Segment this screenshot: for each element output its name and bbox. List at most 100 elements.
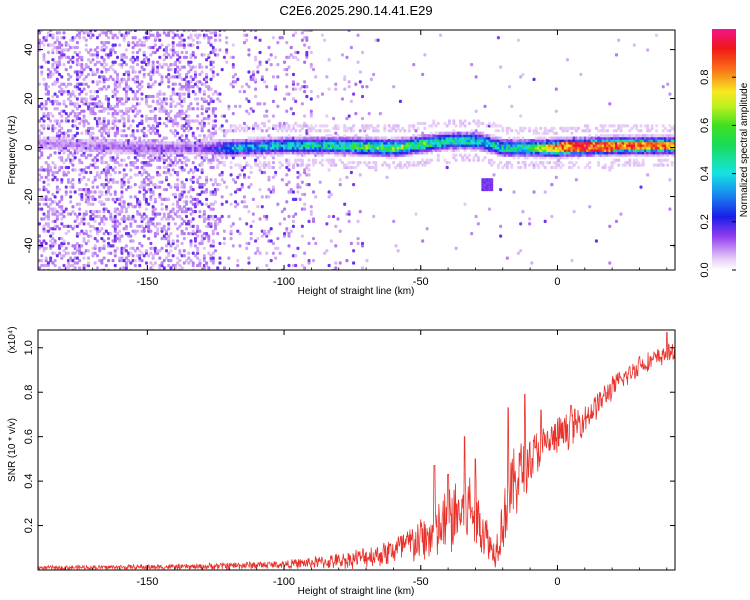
spectrogram-cell-222 bbox=[51, 124, 55, 128]
spectrogram-cell-3713 bbox=[314, 161, 318, 165]
spectrogram-cell-1627 bbox=[138, 48, 142, 52]
spectrogram-cell-376 bbox=[60, 92, 64, 96]
spectrogram-cell-4881 bbox=[528, 217, 532, 221]
spectrogram-cell-2537 bbox=[196, 224, 200, 228]
spectrogram-cell-3198 bbox=[256, 163, 260, 167]
spectrogram-cell-2506 bbox=[193, 205, 197, 209]
spectrogram-cell-4234 bbox=[401, 165, 405, 170]
spectrogram-cell-911 bbox=[95, 185, 99, 189]
spectrogram-cell-416 bbox=[62, 36, 66, 40]
spectrogram-cell-45 bbox=[40, 165, 44, 170]
spectrogram-cell-1042 bbox=[102, 109, 106, 113]
spectrogram-cell-3188 bbox=[254, 77, 258, 82]
spectrogram-cell-1163 bbox=[111, 258, 115, 263]
spectrogram-cell-3169 bbox=[251, 70, 255, 74]
spectrogram-cell-2350 bbox=[182, 112, 186, 116]
spectrogram-cell-2996 bbox=[231, 85, 235, 89]
spectrogram-cell-1742 bbox=[147, 224, 151, 228]
spectrogram-cell-2274 bbox=[178, 75, 182, 79]
spectrogram-cell-4449 bbox=[445, 165, 449, 170]
spectrogram-cell-3848 bbox=[334, 87, 338, 91]
spectrogram-cell-803 bbox=[89, 214, 93, 219]
spectrogram-cell-3694 bbox=[312, 258, 316, 263]
spectrogram-cell-1115 bbox=[107, 134, 111, 138]
spectrogram-cell-231 bbox=[51, 58, 55, 62]
spectrogram-cell-3481 bbox=[287, 92, 291, 96]
spectrogram-cell-395 bbox=[62, 210, 66, 214]
spectrogram-cell-1553 bbox=[133, 104, 137, 108]
spectrogram-cell-1550 bbox=[133, 136, 137, 140]
spectrogram-cell-1260 bbox=[115, 153, 119, 157]
spectrogram-cell-1158 bbox=[109, 53, 113, 57]
spectrogram-cell-4296 bbox=[412, 134, 416, 138]
spectrogram-cell-356 bbox=[60, 207, 64, 211]
spectrogram-cell-2313 bbox=[180, 109, 184, 113]
spectrogram-cell-1575 bbox=[136, 158, 140, 162]
spectrogram-cell-4600 bbox=[476, 158, 480, 162]
spectrogram-cell-3128 bbox=[247, 99, 251, 104]
spectrogram-cell-122 bbox=[44, 87, 48, 91]
spectrogram-cell-136 bbox=[46, 212, 50, 216]
spectrogram-cell-687 bbox=[80, 55, 84, 59]
spectrogram-cell-459 bbox=[66, 170, 70, 175]
spectrogram-cell-442 bbox=[64, 85, 68, 89]
spectrogram-cell-3685 bbox=[309, 114, 313, 118]
spectrogram-cell-2891 bbox=[220, 214, 224, 219]
spectrogram-cell-1779 bbox=[149, 241, 153, 246]
spectrogram-cell-1078 bbox=[104, 124, 108, 128]
spectrogram-cell-3003 bbox=[234, 205, 238, 209]
spectrogram-cell-2053 bbox=[164, 55, 168, 59]
spectrogram-cell-3235 bbox=[260, 195, 264, 199]
spectrogram-cell-3790 bbox=[327, 190, 331, 194]
spectrogram-cell-1211 bbox=[113, 214, 117, 219]
spectrogram-cell-2299 bbox=[180, 165, 184, 170]
spectrogram-cell-1848 bbox=[151, 67, 155, 72]
spectrogram-cell-362 bbox=[60, 165, 64, 170]
spectrogram-cell-60 bbox=[40, 41, 44, 45]
spectrogram-cell-3956 bbox=[352, 183, 356, 187]
spectrogram-cell-2478 bbox=[191, 180, 195, 184]
spectrogram-cell-837 bbox=[91, 224, 95, 228]
spectrogram-cell-3920 bbox=[347, 219, 351, 224]
spectrogram-cell-2782 bbox=[211, 202, 215, 206]
spectrogram-cell-3380 bbox=[276, 129, 280, 133]
spectrogram-cell-1082 bbox=[104, 87, 108, 91]
spectrogram-cell-716 bbox=[82, 109, 86, 113]
spectrogram-cell-4891 bbox=[528, 126, 532, 130]
spectrogram-cell-485 bbox=[69, 256, 73, 260]
spectrogram-cell-2524 bbox=[193, 70, 197, 74]
spectrogram-cell-2437 bbox=[189, 219, 193, 224]
spectrogram-cell-2086 bbox=[167, 85, 171, 89]
spectrogram-cell-317 bbox=[58, 200, 62, 204]
spectrogram-cell-3053 bbox=[238, 104, 242, 108]
spectrogram-cell-1711 bbox=[144, 200, 148, 204]
spectrogram-cell-3582 bbox=[300, 224, 304, 228]
spectrogram-cell-1858 bbox=[153, 246, 157, 250]
spectrogram-cell-2118 bbox=[169, 109, 173, 113]
spectrogram-cell-584 bbox=[75, 214, 79, 219]
spectrogram-cell-3184 bbox=[254, 121, 258, 126]
spectrogram-cell-1673 bbox=[142, 187, 146, 192]
spectrogram-cell-4573 bbox=[470, 63, 474, 67]
spectrogram-cell-2216 bbox=[176, 178, 180, 182]
spectrogram-cell-294 bbox=[55, 99, 59, 104]
spectrogram-cell-2246 bbox=[178, 251, 182, 255]
spectrogram-cell-3521 bbox=[291, 72, 295, 77]
spectrogram-cell-281 bbox=[55, 178, 59, 182]
spectrogram-cell-3505 bbox=[291, 165, 295, 170]
spectrogram-cell-381 bbox=[60, 55, 64, 59]
spectrogram-cell-2239 bbox=[176, 50, 180, 55]
spectrogram-cell-2907 bbox=[220, 124, 224, 128]
spectrogram-cell-1475 bbox=[129, 224, 133, 228]
spectrogram-cell-3406 bbox=[280, 153, 284, 157]
spectrogram-cell-2632 bbox=[202, 254, 206, 258]
spectrogram-cell-3647 bbox=[305, 50, 309, 55]
spectrogram-cell-1811 bbox=[149, 53, 153, 57]
spectrogram-cell-885 bbox=[93, 156, 97, 160]
spectrogram-cell-517 bbox=[71, 227, 75, 231]
spectrogram-cell-2963 bbox=[229, 229, 233, 233]
spectrogram-cell-3577 bbox=[298, 129, 302, 133]
spectrogram-cell-3199 bbox=[256, 156, 260, 160]
spectrogram-cell-2418 bbox=[187, 94, 191, 99]
spectrogram-cell-2948 bbox=[225, 36, 229, 40]
